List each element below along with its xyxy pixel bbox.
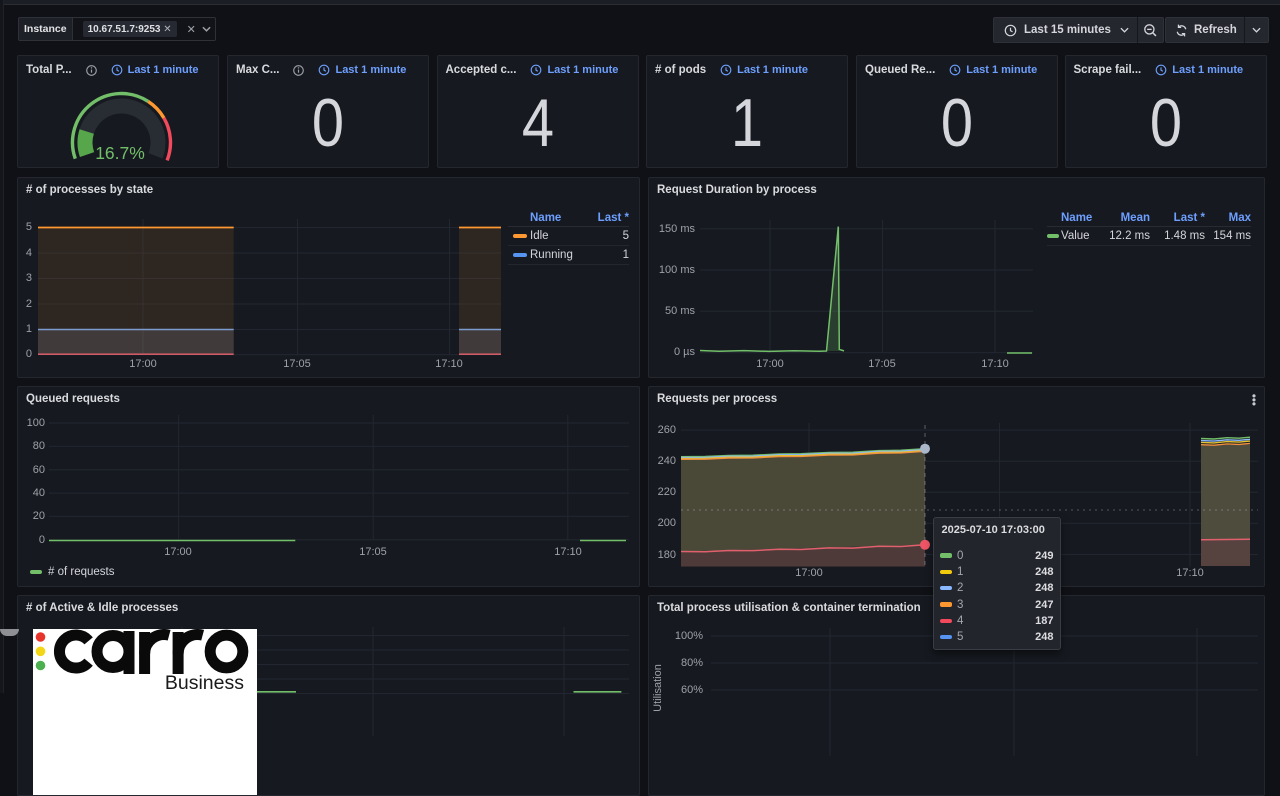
svg-text:Business: Business xyxy=(165,672,244,694)
svg-text:16.7%: 16.7% xyxy=(95,143,145,163)
